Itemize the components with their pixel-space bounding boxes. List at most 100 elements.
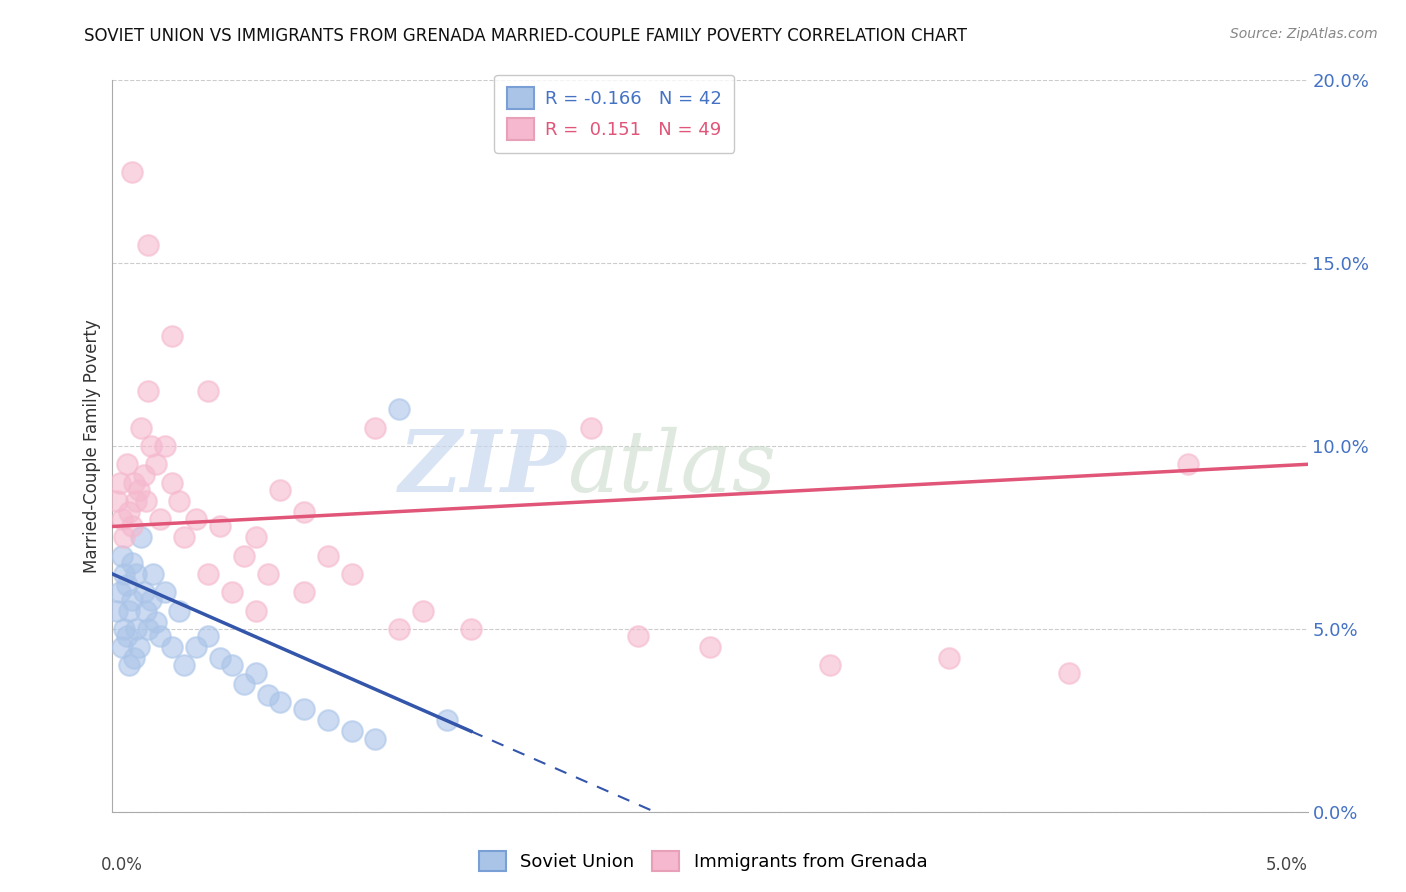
Point: [139, 592, 162, 607]
Point: [115, 457, 138, 471]
Point: [111, 549, 134, 563]
Point: [111, 640, 134, 655]
Point: [118, 658, 141, 673]
Point: [388, 622, 411, 636]
Point: [122, 651, 145, 665]
Point: [364, 731, 387, 746]
Point: [1177, 457, 1199, 471]
Point: [436, 714, 458, 728]
Point: [197, 384, 219, 398]
Point: [145, 615, 167, 629]
Point: [115, 629, 138, 643]
Point: [197, 567, 219, 582]
Point: [169, 494, 191, 508]
Point: [412, 603, 434, 617]
Point: [105, 494, 128, 508]
Point: [125, 494, 148, 508]
Point: [115, 578, 138, 592]
Point: [121, 592, 143, 607]
Point: [121, 519, 143, 533]
Point: [129, 530, 152, 544]
Point: [108, 475, 131, 490]
Point: [125, 622, 148, 636]
Point: [340, 724, 363, 739]
Point: [292, 585, 315, 599]
Point: [460, 622, 482, 636]
Point: [138, 622, 160, 636]
Point: [699, 640, 721, 655]
Point: [114, 530, 135, 544]
Point: [292, 505, 315, 519]
Point: [221, 585, 243, 599]
Point: [173, 658, 195, 673]
Text: atlas: atlas: [567, 426, 776, 509]
Point: [818, 658, 841, 673]
Point: [153, 585, 176, 599]
Point: [579, 421, 602, 435]
Point: [173, 530, 195, 544]
Y-axis label: Married-Couple Family Poverty: Married-Couple Family Poverty: [83, 319, 101, 573]
Point: [153, 439, 176, 453]
Point: [111, 512, 134, 526]
Legend: Soviet Union, Immigrants from Grenada: Soviet Union, Immigrants from Grenada: [471, 844, 935, 879]
Point: [245, 530, 267, 544]
Point: [128, 483, 150, 497]
Point: [149, 629, 172, 643]
Point: [245, 665, 267, 680]
Point: [233, 676, 256, 690]
Point: [114, 622, 135, 636]
Point: [245, 603, 267, 617]
Point: [139, 439, 162, 453]
Point: [269, 695, 291, 709]
Point: [169, 603, 191, 617]
Point: [121, 164, 143, 178]
Point: [135, 603, 157, 617]
Point: [938, 651, 960, 665]
Point: [132, 468, 155, 483]
Point: [135, 494, 157, 508]
Point: [197, 629, 219, 643]
Point: [316, 549, 339, 563]
Point: [257, 567, 280, 582]
Point: [122, 475, 145, 490]
Point: [186, 512, 208, 526]
Text: 5.0%: 5.0%: [1265, 855, 1308, 873]
Point: [108, 585, 131, 599]
Point: [118, 603, 141, 617]
Point: [114, 567, 135, 582]
Text: SOVIET UNION VS IMMIGRANTS FROM GRENADA MARRIED-COUPLE FAMILY POVERTY CORRELATIO: SOVIET UNION VS IMMIGRANTS FROM GRENADA …: [84, 27, 967, 45]
Point: [149, 512, 172, 526]
Point: [105, 603, 128, 617]
Point: [121, 556, 143, 570]
Point: [364, 421, 387, 435]
Text: ZIP: ZIP: [399, 426, 567, 509]
Point: [269, 483, 291, 497]
Point: [162, 329, 183, 343]
Point: [118, 505, 141, 519]
Point: [233, 549, 256, 563]
Point: [292, 702, 315, 716]
Point: [186, 640, 208, 655]
Legend: R = -0.166   N = 42, R =  0.151   N = 49: R = -0.166 N = 42, R = 0.151 N = 49: [495, 75, 734, 153]
Point: [388, 402, 411, 417]
Point: [132, 585, 155, 599]
Point: [142, 567, 165, 582]
Text: 0.0%: 0.0%: [101, 855, 142, 873]
Point: [128, 640, 150, 655]
Point: [316, 714, 339, 728]
Point: [257, 688, 280, 702]
Point: [138, 238, 160, 252]
Point: [162, 475, 183, 490]
Point: [627, 629, 650, 643]
Point: [162, 640, 183, 655]
Point: [145, 457, 167, 471]
Point: [340, 567, 363, 582]
Point: [209, 519, 232, 533]
Point: [138, 384, 160, 398]
Point: [125, 567, 148, 582]
Point: [129, 421, 152, 435]
Point: [1057, 665, 1080, 680]
Point: [221, 658, 243, 673]
Point: [209, 651, 232, 665]
Text: Source: ZipAtlas.com: Source: ZipAtlas.com: [1230, 27, 1378, 41]
